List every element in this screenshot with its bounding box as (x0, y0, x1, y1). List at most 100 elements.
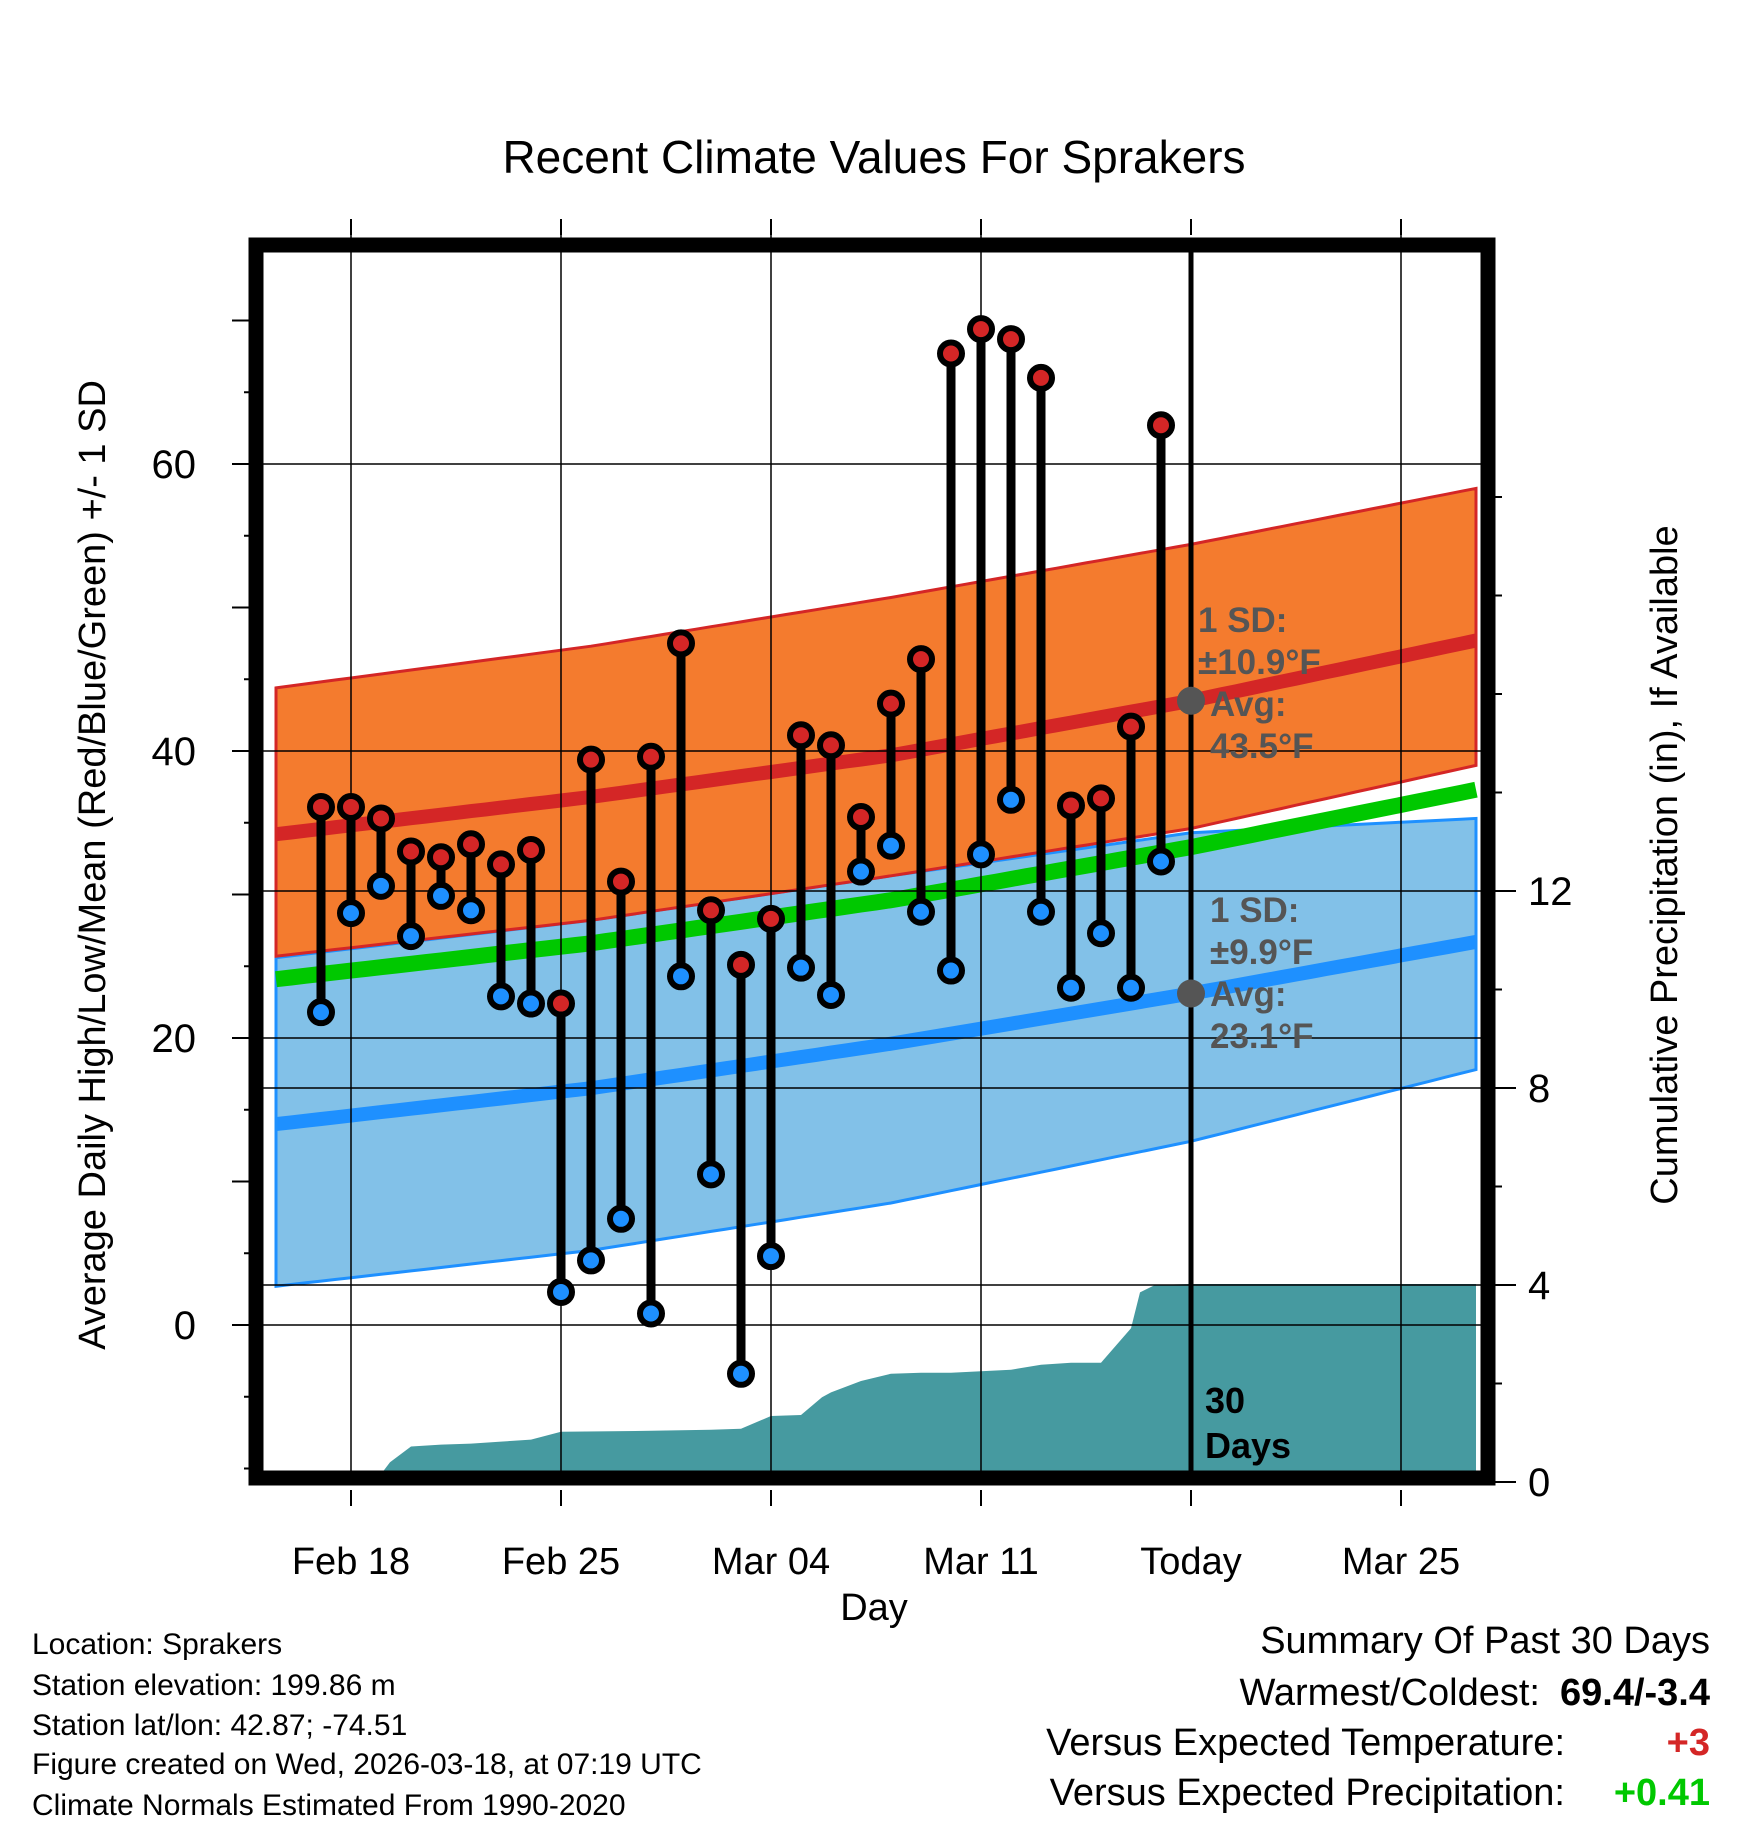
obs-low-point (367, 871, 395, 900)
footer-latlon: Station lat/lon: 42.87; -74.51 (32, 1709, 408, 1742)
obs-high-point (1117, 712, 1145, 741)
x-axis: Feb 18 Feb 25 Mar 04 Mar 11 Today Mar 25 (292, 219, 1460, 1583)
obs-high-point (697, 896, 725, 925)
obs-low-point (1057, 973, 1085, 1002)
y2-axis-title: Cumulative Precipitation (in), If Availa… (1644, 525, 1686, 1204)
footer-normals: Climate Normals Estimated From 1990-2020 (32, 1789, 626, 1822)
obs-high-point (397, 837, 425, 866)
obs-high-point (427, 843, 455, 872)
obs-low-point (817, 980, 845, 1009)
obs-high-point (1147, 411, 1175, 440)
obs-high-point (667, 629, 695, 658)
obs-low-point (397, 922, 425, 951)
obs-high-point (757, 904, 785, 933)
high-sd-label: 1 SD: (1198, 601, 1287, 640)
summary-precip-label: Versus Expected Precipitation: (1049, 1772, 1565, 1814)
obs-high-point (847, 803, 875, 832)
chart-title: Recent Climate Values For Sprakers (502, 131, 1245, 183)
x-tick-label: Feb 18 (292, 1541, 410, 1583)
obs-low-point (967, 840, 995, 869)
summary-title: Summary Of Past 30 Days (1260, 1620, 1710, 1662)
y2-tick-label: 12 (1528, 870, 1573, 914)
obs-low-point (787, 953, 815, 982)
obs-high-point (907, 645, 935, 674)
x-tick-label: Feb 25 (502, 1541, 620, 1583)
y2-tick-label: 8 (1528, 1067, 1550, 1111)
y-axis-title: Average Daily High/Low/Mean (Red/Blue/Gr… (72, 380, 114, 1350)
obs-low-point (847, 857, 875, 886)
today-high-marker (1177, 686, 1205, 715)
obs-high-point (967, 315, 995, 344)
plot-area (274, 486, 1478, 1472)
obs-low-point (457, 896, 485, 925)
obs-low-point (1117, 973, 1145, 1002)
obs-low-point (697, 1160, 725, 1189)
obs-low-point (427, 881, 455, 910)
low-sd-value: ±9.9°F (1210, 933, 1313, 972)
y2-tick-label: 0 (1528, 1461, 1550, 1505)
low-avg-label: Avg: (1210, 975, 1286, 1014)
obs-low-point (937, 956, 965, 985)
summary-warm-cold-label: Warmest/Coldest: (1239, 1672, 1540, 1714)
today-low-marker (1177, 979, 1205, 1008)
obs-low-point (307, 998, 335, 1027)
high-avg-label: Avg: (1210, 685, 1286, 724)
x-axis-title: Day (840, 1587, 908, 1629)
obs-high-point (637, 742, 665, 771)
obs-high-point (1027, 363, 1055, 392)
window-label-count: 30 (1205, 1380, 1245, 1421)
x-tick-label: Today (1140, 1541, 1241, 1583)
obs-high-point (487, 850, 515, 879)
y-tick-label: 40 (152, 730, 197, 774)
obs-high-point (607, 867, 635, 896)
summary-temp-label: Versus Expected Temperature: (1046, 1722, 1565, 1764)
obs-low-point (637, 1299, 665, 1328)
footer-location: Location: Sprakers (32, 1628, 283, 1661)
x-tick-label: Mar 25 (1342, 1541, 1460, 1583)
plot-frame (248, 237, 1496, 1486)
obs-low-point (1027, 897, 1055, 926)
obs-high-point (517, 836, 545, 865)
low-sd-label: 1 SD: (1210, 891, 1299, 930)
footer-elevation: Station elevation: 199.86 m (32, 1669, 396, 1702)
obs-low-point (997, 785, 1025, 814)
obs-low-point (877, 831, 905, 860)
obs-high-point (787, 721, 815, 750)
x-tick-label: Mar 04 (712, 1541, 830, 1583)
obs-high-point (997, 325, 1025, 354)
avg-high-line (275, 633, 1478, 842)
obs-high-point (367, 804, 395, 833)
y2-axis: 0 4 8 12 (1490, 496, 1573, 1505)
obs-high-point (577, 745, 605, 774)
high-sd-value: ±10.9°F (1198, 643, 1321, 682)
obs-low-point (517, 989, 545, 1018)
y-tick-label: 20 (152, 1017, 197, 1061)
obs-low-point (727, 1359, 755, 1388)
y2-tick-label: 4 (1528, 1264, 1550, 1308)
obs-low-point (337, 899, 365, 928)
precip-area (382, 1284, 1476, 1472)
low-avg-value: 23.1°F (1210, 1017, 1314, 1056)
footer-created: Figure created on Wed, 2026-03-18, at 07… (32, 1748, 702, 1781)
obs-high-point (457, 830, 485, 859)
obs-high-point (877, 689, 905, 718)
obs-high-point (937, 339, 965, 368)
obs-high-point (547, 989, 575, 1018)
y-tick-label: 60 (152, 443, 197, 487)
high-avg-value: 43.5°F (1210, 727, 1314, 766)
obs-low-point (487, 982, 515, 1011)
obs-high-point (1087, 784, 1115, 813)
summary-precip-value: +0.41 (1613, 1772, 1710, 1814)
x-tick-label: Mar 11 (923, 1541, 1038, 1583)
obs-high-point (727, 950, 755, 979)
y-tick-label: 0 (174, 1304, 196, 1348)
obs-low-point (547, 1277, 575, 1306)
obs-low-point (907, 897, 935, 926)
obs-low-point (667, 962, 695, 991)
y-axis: 0 20 40 60 (152, 319, 254, 1470)
obs-high-point (1057, 791, 1085, 820)
obs-low-point (1087, 919, 1115, 948)
observations (307, 315, 1175, 1388)
avg-mean-line (275, 781, 1478, 988)
